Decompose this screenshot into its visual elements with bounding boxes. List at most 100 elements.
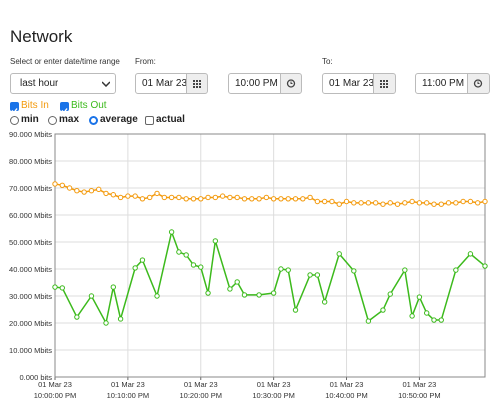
to-clock-button[interactable] bbox=[467, 73, 490, 94]
x-tick-label: 01 Mar 23 bbox=[184, 380, 218, 389]
data-point bbox=[241, 292, 248, 298]
to-time[interactable]: 11:00 PM bbox=[415, 73, 468, 94]
y-tick-label: 10.000 Mbits bbox=[9, 346, 52, 355]
x-tick-label: 01 Mar 23 bbox=[330, 380, 364, 389]
data-point bbox=[125, 193, 131, 199]
data-point bbox=[52, 181, 58, 187]
data-point bbox=[74, 314, 80, 320]
data-point bbox=[234, 194, 240, 201]
x-tick-label: 01 Mar 23 bbox=[111, 380, 145, 389]
y-tick-label: 40.000 Mbits bbox=[9, 265, 52, 274]
data-point bbox=[416, 294, 423, 300]
data-point bbox=[292, 307, 299, 313]
x-tick-label: 01 Mar 23 bbox=[38, 380, 72, 389]
data-point bbox=[431, 317, 437, 323]
data-point bbox=[402, 267, 408, 273]
data-point bbox=[110, 284, 117, 290]
calendar-icon bbox=[380, 80, 388, 88]
data-point bbox=[132, 193, 138, 199]
from-label: From: bbox=[135, 57, 156, 66]
option-max: max bbox=[59, 114, 80, 125]
data-point bbox=[88, 293, 95, 299]
data-point bbox=[205, 194, 211, 201]
data-point bbox=[285, 267, 291, 273]
data-point bbox=[402, 200, 408, 206]
chart: 0.000 bits 10.000 Mbits 20.000 Mbits 30.000… bbox=[9, 130, 488, 400]
data-point bbox=[453, 267, 459, 273]
data-point bbox=[161, 194, 168, 201]
data-point bbox=[336, 251, 342, 257]
option-min: min bbox=[21, 114, 39, 125]
data-point bbox=[387, 291, 393, 297]
data-point bbox=[394, 201, 401, 207]
data-point bbox=[278, 196, 284, 202]
data-point bbox=[103, 320, 109, 326]
data-point bbox=[96, 186, 102, 193]
from-time-value: 10:00 PM bbox=[235, 78, 278, 89]
data-point bbox=[431, 201, 437, 207]
bits-in-checkbox[interactable] bbox=[10, 102, 19, 114]
range-select[interactable]: last hour bbox=[10, 73, 116, 94]
data-point bbox=[270, 290, 277, 296]
to-date-value: 01 Mar 23 bbox=[329, 78, 374, 89]
data-point bbox=[212, 194, 219, 201]
y-tick-label: 20.000 Mbits bbox=[9, 319, 52, 328]
data-point bbox=[147, 194, 153, 201]
data-point bbox=[227, 194, 233, 201]
data-point bbox=[416, 200, 423, 206]
max-radio[interactable] bbox=[48, 116, 57, 125]
actual-checkbox[interactable] bbox=[145, 116, 154, 125]
data-point bbox=[66, 185, 73, 191]
data-point bbox=[52, 284, 58, 290]
to-calendar-button[interactable] bbox=[373, 73, 396, 94]
data-point bbox=[59, 285, 65, 291]
data-point bbox=[139, 257, 146, 263]
data-point bbox=[423, 200, 430, 206]
data-point bbox=[329, 198, 335, 205]
bits-out-checkbox[interactable] bbox=[60, 102, 69, 114]
data-point bbox=[482, 263, 488, 269]
min-radio[interactable] bbox=[10, 116, 19, 125]
data-point bbox=[183, 196, 189, 202]
data-point bbox=[176, 249, 182, 255]
from-calendar-button[interactable] bbox=[186, 73, 208, 94]
data-point bbox=[475, 200, 481, 206]
y-tick-label: 90.000 Mbits bbox=[9, 130, 52, 139]
data-point bbox=[176, 194, 182, 201]
from-time[interactable]: 10:00 PM bbox=[228, 73, 281, 94]
range-label: Select or enter date/time range bbox=[10, 57, 120, 66]
data-point bbox=[59, 182, 65, 188]
data-point bbox=[168, 229, 175, 235]
data-point bbox=[314, 272, 321, 278]
series-line bbox=[54, 229, 486, 326]
data-point bbox=[460, 198, 466, 205]
x-tick-label: 10:50:00 PM bbox=[398, 391, 441, 400]
data-point bbox=[219, 193, 226, 199]
option-actual: actual bbox=[156, 114, 185, 125]
data-point bbox=[365, 200, 372, 206]
average-radio[interactable] bbox=[89, 116, 98, 125]
data-point bbox=[387, 200, 393, 206]
data-point bbox=[453, 200, 459, 206]
x-tick-label: 01 Mar 23 bbox=[257, 380, 291, 389]
from-clock-button[interactable] bbox=[280, 73, 302, 94]
data-point bbox=[380, 201, 386, 207]
to-date[interactable]: 01 Mar 23 bbox=[322, 73, 374, 94]
y-tick-label: 0.000 bits bbox=[19, 373, 52, 382]
clock-icon bbox=[473, 79, 483, 88]
data-point bbox=[467, 198, 474, 205]
data-point bbox=[110, 192, 117, 198]
data-point bbox=[300, 196, 306, 202]
data-point bbox=[467, 251, 474, 257]
data-point bbox=[212, 238, 219, 244]
from-date[interactable]: 01 Mar 23 bbox=[135, 73, 187, 94]
calendar-icon bbox=[193, 80, 201, 88]
from-date-value: 01 Mar 23 bbox=[142, 78, 187, 89]
data-point bbox=[117, 316, 124, 322]
data-point bbox=[88, 187, 95, 194]
y-tick-label: 60.000 Mbits bbox=[9, 211, 52, 220]
data-point bbox=[380, 307, 386, 313]
data-point bbox=[74, 187, 80, 194]
data-point bbox=[372, 200, 379, 206]
data-point bbox=[285, 196, 291, 202]
